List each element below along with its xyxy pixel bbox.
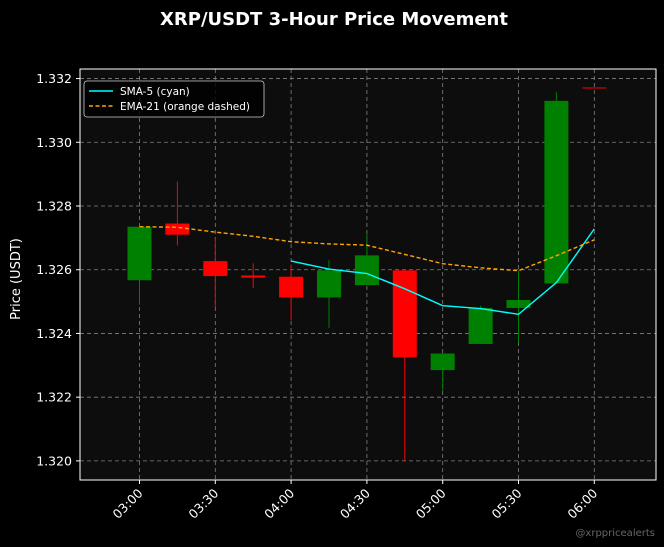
y-tick-label: 1.326 bbox=[36, 262, 72, 277]
watermark: @xrppricealerts bbox=[575, 528, 655, 539]
candle-body bbox=[392, 270, 417, 358]
indicator-lines bbox=[139, 226, 595, 316]
plot-frame bbox=[79, 68, 657, 481]
legend-label-ema: EMA-21 (orange dashed) bbox=[120, 101, 250, 113]
y-tick-label: 1.328 bbox=[36, 199, 72, 214]
candles bbox=[127, 87, 607, 461]
candle-body bbox=[468, 307, 493, 344]
legend: SMA-5 (cyan) EMA-21 (orange dashed) bbox=[83, 80, 265, 118]
ema-line bbox=[139, 226, 595, 272]
y-tick-label: 1.322 bbox=[36, 390, 72, 405]
candle-body bbox=[241, 275, 266, 278]
y-tick-label: 1.324 bbox=[36, 326, 72, 341]
candle-body bbox=[279, 276, 304, 298]
candle-body bbox=[165, 223, 190, 235]
candle-body bbox=[354, 255, 379, 286]
y-axis: 1.320 1.322 1.324 1.326 1.328 1.330 1.332 bbox=[36, 71, 80, 468]
y-tick-label: 1.320 bbox=[36, 453, 72, 468]
candle-body bbox=[430, 353, 455, 371]
legend-label-sma: SMA-5 (cyan) bbox=[120, 86, 190, 98]
candle-body bbox=[317, 270, 341, 298]
legend-box bbox=[83, 80, 265, 118]
y-tick-label: 1.332 bbox=[36, 71, 72, 86]
candle-body bbox=[203, 261, 228, 277]
y-axis-label: Price (USDT) bbox=[9, 238, 24, 320]
candle-body bbox=[506, 299, 531, 308]
y-tick-label: 1.330 bbox=[36, 135, 72, 150]
chart-title: XRP/USDT 3-Hour Price Movement bbox=[160, 9, 508, 30]
candle-body bbox=[127, 226, 152, 281]
sma-line bbox=[290, 228, 595, 316]
candle-body bbox=[582, 87, 607, 89]
